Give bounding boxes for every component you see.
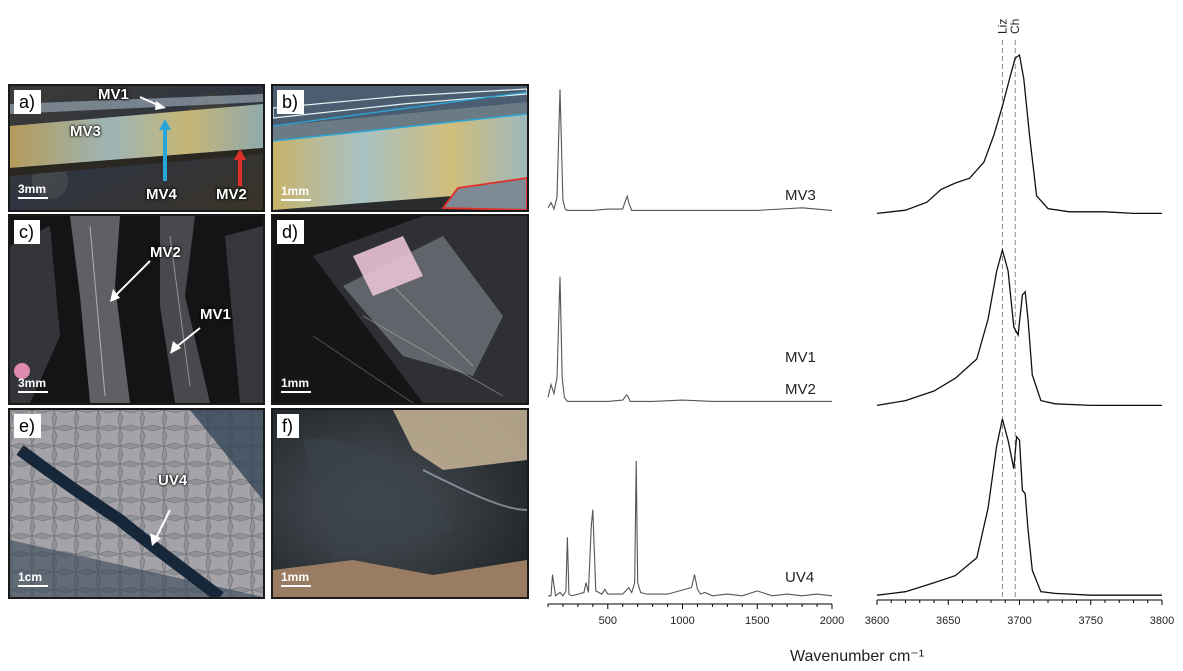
micrograph-b: b) 1mm <box>271 84 529 212</box>
scale-bar: 1mm <box>281 570 311 587</box>
spectrum-label-uv4: UV4 <box>785 569 814 586</box>
panel-tag: d) <box>277 220 305 244</box>
micrograph-a-image <box>10 86 263 210</box>
label-mv4: MV4 <box>146 186 177 203</box>
reference-label-ch: Ch <box>1008 19 1022 34</box>
label-mv1: MV1 <box>200 306 231 323</box>
spectrum-label-mv3: MV3 <box>785 187 816 204</box>
label-mv3: MV3 <box>70 123 101 140</box>
micrograph-b-image <box>273 86 527 210</box>
x-tick-label: 3700 <box>1007 615 1031 627</box>
spectrum-label-mv2: MV2 <box>785 381 816 398</box>
x-axis-label: Wavenumber cm⁻¹ <box>790 648 925 665</box>
x-tick-label: 3750 <box>1079 615 1103 627</box>
panel-tag: b) <box>277 90 305 114</box>
x-tick-label: 500 <box>599 615 617 627</box>
spectrum-line-mv1 <box>547 276 832 402</box>
label-mv1: MV1 <box>98 86 129 103</box>
micrograph-c: c) MV2 MV1 3mm <box>8 214 265 405</box>
x-tick-label: 1500 <box>745 615 769 627</box>
micrograph-e-image <box>10 410 263 597</box>
panel-tag: c) <box>14 220 40 244</box>
label-uv4: UV4 <box>158 472 188 489</box>
spectrum-line-uv4 <box>548 460 833 597</box>
reference-label-liz: Liz <box>995 19 1009 34</box>
oh-spectrum-line-1 <box>876 53 1162 215</box>
scale-bar: 1mm <box>281 184 311 201</box>
panel-tag: f) <box>277 414 299 438</box>
oh-spectrum-line-3 <box>876 418 1162 596</box>
scale-bar: 1cm <box>18 570 48 587</box>
scale-bar: 3mm <box>18 182 48 199</box>
panel-tag: e) <box>14 414 42 438</box>
label-mv2: MV2 <box>216 186 247 203</box>
spectrum-label-mv1: MV1 <box>785 349 816 366</box>
micrograph-c-image <box>10 216 263 403</box>
x-tick-label: 3650 <box>936 615 960 627</box>
scale-bar: 1mm <box>281 376 311 393</box>
label-mv2: MV2 <box>150 244 181 261</box>
micrograph-a: a) MV1 MV3 MV4 MV2 3mm <box>8 84 265 212</box>
scale-bar: 3mm <box>18 376 48 393</box>
micrograph-d-image <box>273 216 527 403</box>
x-tick-label: 2000 <box>820 615 844 627</box>
spectrum-line-mv3 <box>547 89 833 211</box>
micrograph-f-image <box>273 410 527 597</box>
micrograph-f: f) 1mm <box>271 408 529 599</box>
oh-spectrum-line-2 <box>876 247 1162 407</box>
micrograph-e: e) UV4 1cm <box>8 408 265 599</box>
micrograph-d: d) 1mm <box>271 214 529 405</box>
panel-tag: a) <box>14 90 42 114</box>
x-tick-label: 1000 <box>670 615 694 627</box>
x-tick-label: 3600 <box>865 615 889 627</box>
x-tick-label: 3800 <box>1150 615 1174 627</box>
